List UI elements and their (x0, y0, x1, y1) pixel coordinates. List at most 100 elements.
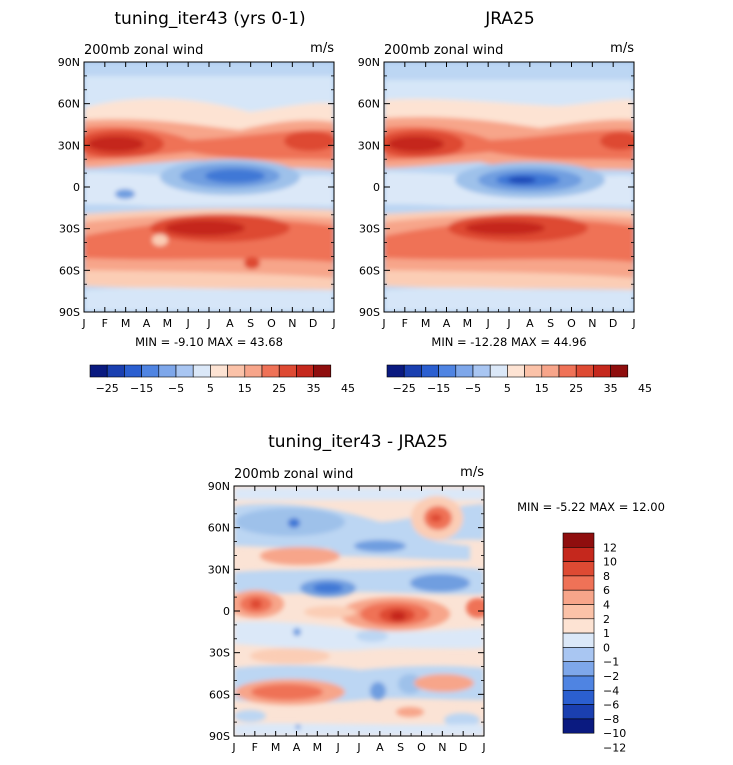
colorbar-swatch (472, 364, 491, 378)
colorbar-swatch (562, 561, 595, 577)
panel-subtitle: 200mb zonal wind (234, 467, 353, 482)
colorbar-swatch (562, 718, 595, 734)
colorbar-swatch (562, 546, 595, 562)
colorbar-swatch (562, 604, 595, 620)
colorbar-label: 1 (603, 627, 610, 640)
x-tick-label: A (293, 741, 301, 754)
x-tick-label: J (331, 317, 335, 330)
colorbar-swatch (593, 364, 611, 378)
colorbar-swatch (610, 364, 629, 378)
colorbar-label: −2 (603, 670, 619, 683)
contour-field (384, 62, 634, 312)
y-tick-label: 30S (59, 223, 80, 236)
colorbar-label: 25 (569, 382, 583, 395)
colorbar-swatch (124, 364, 142, 378)
colorbar-label: 10 (603, 556, 617, 569)
panel-title: tuning_iter43 - JRA25 (268, 432, 448, 452)
colorbar-swatch (562, 675, 595, 691)
colorbar-label: −25 (96, 382, 119, 395)
colorbar-swatch (227, 364, 246, 378)
x-tick-label: J (381, 317, 385, 330)
colorbar-swatch (524, 364, 543, 378)
x-tick-label: O (417, 741, 426, 754)
colorbar-swatch (562, 618, 595, 634)
colorbar: −25 −15 −5 5 15 25 35 45 (89, 364, 355, 395)
y-tick-label: 90N (58, 56, 80, 69)
colorbar-label: 45 (638, 382, 652, 395)
x-tick-label: D (309, 317, 317, 330)
y-tick-label: 0 (373, 181, 380, 194)
colorbar-label: −5 (168, 382, 184, 395)
colorbar-label: −1 (603, 656, 619, 669)
x-tick-label: D (459, 741, 467, 754)
x-tick-label: O (267, 317, 276, 330)
y-tick-label: 90S (59, 306, 80, 319)
colorbar-swatch (562, 647, 595, 663)
y-tick-label: 30S (359, 223, 380, 236)
x-tick-label: M (163, 317, 173, 330)
colorbar-label: 35 (307, 382, 321, 395)
y-tick-label: 60S (209, 688, 230, 701)
y-tick-label: 60S (59, 264, 80, 277)
y-tick-label: 0 (223, 605, 230, 618)
colorbar-swatch (89, 364, 108, 378)
colorbar-swatch (192, 364, 211, 378)
colorbar-swatch (575, 364, 594, 378)
colorbar-swatch (278, 364, 297, 378)
colorbar-label: 4 (603, 599, 610, 612)
colorbar-label: −12 (603, 742, 626, 755)
colorbar-label: 15 (238, 382, 252, 395)
x-tick-label: F (252, 741, 258, 754)
min-max-label: MIN = -9.10 MAX = 43.68 (135, 335, 283, 349)
colorbar-swatch (158, 364, 177, 378)
x-tick-label: J (486, 317, 490, 330)
colorbar-swatch (403, 364, 422, 378)
x-tick-label: S (247, 317, 254, 330)
colorbar-swatch (562, 532, 595, 548)
units-label: m/s (460, 465, 484, 480)
x-tick-label: J (186, 317, 190, 330)
colorbar-swatch (489, 364, 508, 378)
colorbar: −25 −15 −5 5 15 25 35 45 (386, 364, 652, 395)
colorbar-swatch (386, 364, 405, 378)
y-tick-label: 90S (209, 730, 230, 743)
panel-subtitle: 200mb zonal wind (84, 43, 203, 58)
colorbar-swatch (562, 689, 595, 705)
panel-title: tuning_iter43 (yrs 0-1) (114, 9, 305, 29)
y-tick-label: 60N (208, 522, 230, 535)
panel-title: JRA25 (484, 9, 534, 29)
units-label: m/s (310, 41, 334, 56)
y-tick-label: 60S (359, 264, 380, 277)
x-tick-label: A (143, 317, 151, 330)
colorbar-swatch (562, 632, 595, 648)
x-tick-label: J (356, 741, 360, 754)
x-tick-label: M (271, 741, 281, 754)
x-tick-label: A (526, 317, 534, 330)
colorbar-label: 35 (604, 382, 618, 395)
x-tick-label: A (376, 741, 384, 754)
colorbar-label: 2 (603, 613, 610, 626)
panel-subtitle: 200mb zonal wind (384, 43, 503, 58)
min-max-label: MIN = -12.28 MAX = 44.96 (431, 335, 586, 349)
colorbar-label: 5 (504, 382, 511, 395)
colorbar-swatch (296, 364, 314, 378)
x-tick-label: F (102, 317, 108, 330)
colorbar-label: −10 (603, 727, 626, 740)
y-tick-label: 90N (208, 480, 230, 493)
x-tick-label: J (506, 317, 510, 330)
colorbar-swatch (541, 364, 560, 378)
colorbar-label: −15 (427, 382, 450, 395)
colorbar-swatch (313, 364, 332, 378)
colorbar-swatch (244, 364, 263, 378)
x-tick-label: S (397, 741, 404, 754)
y-tick-label: 90N (358, 56, 380, 69)
y-tick-label: 30N (58, 139, 80, 152)
colorbar-swatch (562, 589, 595, 605)
y-tick-label: 60N (58, 98, 80, 111)
y-tick-label: 30N (358, 139, 380, 152)
x-tick-label: A (226, 317, 234, 330)
